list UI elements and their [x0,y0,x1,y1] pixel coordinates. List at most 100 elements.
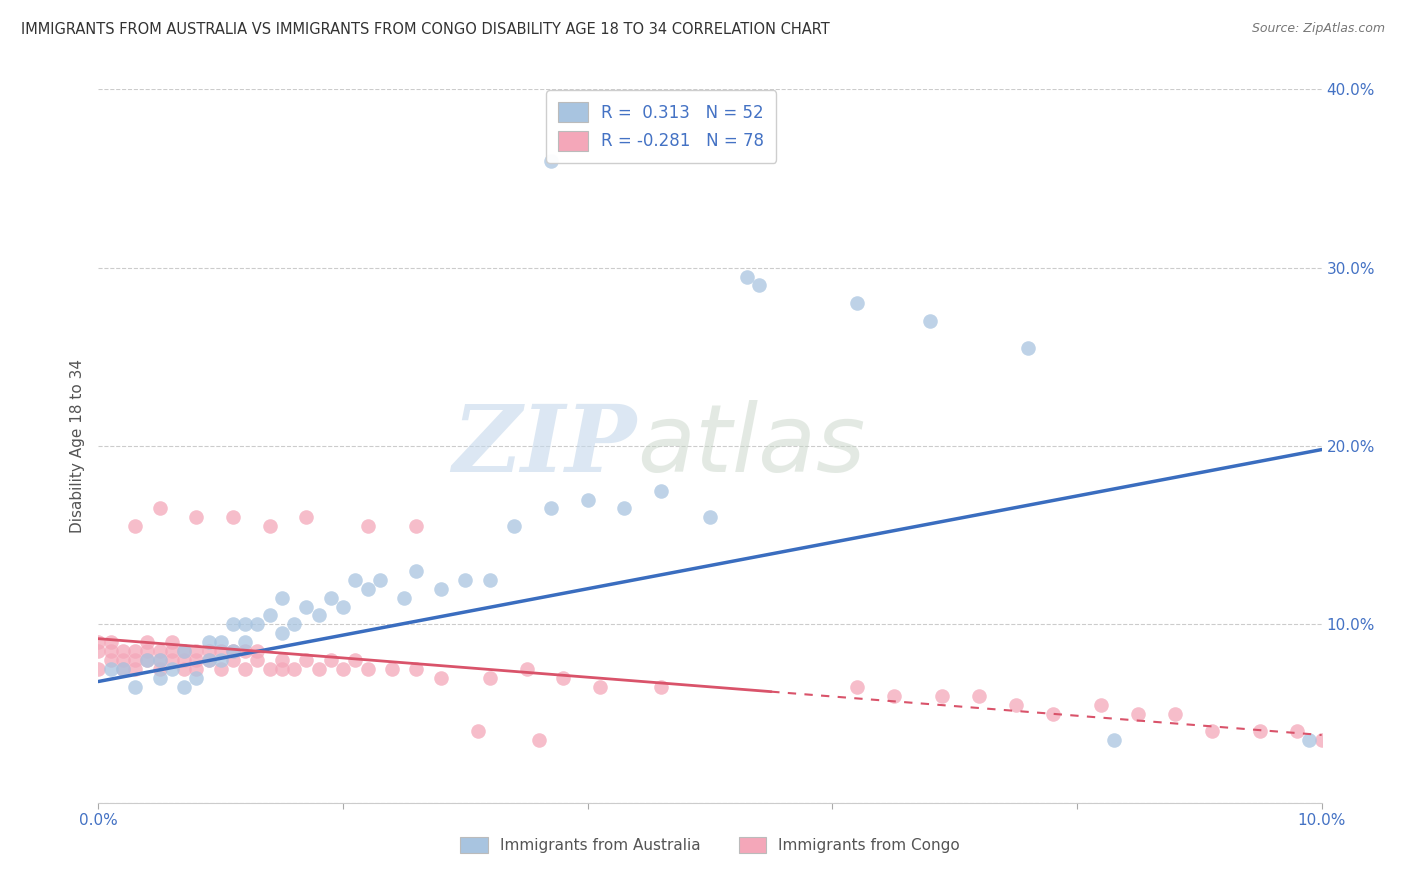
Point [246,617,269,632]
Point [209,644,232,658]
Point [613,501,636,516]
Point [160,644,183,658]
Point [100,662,122,676]
Point [124,653,146,667]
Point [173,644,195,658]
Point [527,733,550,747]
Point [332,662,354,676]
Text: atlas: atlas [637,401,865,491]
Point [356,582,378,596]
Point [650,483,672,498]
Point [270,653,292,667]
Point [100,653,122,667]
Point [197,653,219,667]
Point [259,519,281,533]
Point [576,492,599,507]
Point [381,662,404,676]
Point [1164,706,1187,721]
Point [186,644,208,658]
Point [319,591,342,605]
Point [344,653,367,667]
Point [222,510,245,524]
Point [136,644,159,658]
Point [209,653,232,667]
Point [186,662,208,676]
Point [149,662,172,676]
Point [87,635,110,649]
Point [270,626,292,640]
Point [650,680,672,694]
Point [124,662,146,676]
Point [209,662,232,676]
Point [149,671,172,685]
Text: ZIP: ZIP [453,401,637,491]
Point [540,501,562,516]
Point [430,671,453,685]
Point [540,153,562,168]
Point [222,653,245,667]
Point [478,671,501,685]
Point [111,644,134,658]
Point [124,644,146,658]
Point [1310,733,1333,747]
Point [344,573,367,587]
Point [845,296,868,310]
Point [87,662,110,676]
Point [589,680,612,694]
Point [186,671,208,685]
Point [160,662,183,676]
Point [233,662,256,676]
Point [173,662,195,676]
Point [160,653,183,667]
Point [173,653,195,667]
Point [1004,698,1026,712]
Point [197,644,219,658]
Point [356,519,378,533]
Point [100,635,122,649]
Point [222,644,245,658]
Point [124,680,146,694]
Point [308,608,330,623]
Point [699,510,721,524]
Point [1128,706,1150,721]
Point [1286,724,1309,739]
Point [1298,733,1320,747]
Point [845,680,868,694]
Point [467,724,489,739]
Point [111,662,134,676]
Point [136,635,159,649]
Point [295,599,318,614]
Point [516,662,538,676]
Point [259,608,281,623]
Point [270,591,292,605]
Point [197,635,219,649]
Point [308,662,330,676]
Point [283,662,305,676]
Point [1090,698,1112,712]
Point [233,617,256,632]
Point [748,278,770,293]
Point [209,635,232,649]
Point [920,314,942,328]
Text: Source: ZipAtlas.com: Source: ZipAtlas.com [1251,22,1385,36]
Point [405,519,427,533]
Legend: Immigrants from Australia, Immigrants from Congo: Immigrants from Australia, Immigrants fr… [454,830,966,859]
Point [173,644,195,658]
Point [87,644,110,658]
Point [259,662,281,676]
Point [149,501,172,516]
Point [222,644,245,658]
Point [160,635,183,649]
Point [931,689,953,703]
Point [405,564,427,578]
Point [1249,724,1271,739]
Point [967,689,990,703]
Point [295,510,318,524]
Point [186,510,208,524]
Point [100,644,122,658]
Point [111,653,134,667]
Point [454,573,477,587]
Point [1042,706,1064,721]
Point [503,519,526,533]
Point [1017,341,1039,355]
